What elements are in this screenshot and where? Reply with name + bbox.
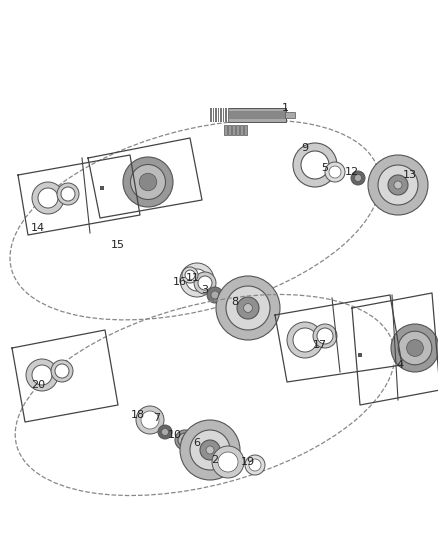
Circle shape [212, 446, 244, 478]
Circle shape [61, 187, 75, 201]
Circle shape [178, 433, 192, 447]
Circle shape [136, 406, 164, 434]
Circle shape [131, 165, 166, 199]
Bar [210, 108, 212, 122]
Circle shape [190, 430, 230, 470]
Text: 15: 15 [111, 240, 125, 250]
Circle shape [32, 365, 52, 385]
Circle shape [329, 166, 341, 178]
Text: 5: 5 [321, 163, 328, 173]
Circle shape [123, 157, 173, 207]
Text: 12: 12 [345, 167, 359, 177]
Circle shape [237, 297, 259, 319]
Circle shape [162, 429, 169, 435]
Bar [223, 108, 224, 122]
Circle shape [368, 155, 428, 215]
Bar [232, 125, 235, 135]
Text: 1: 1 [282, 103, 289, 113]
Bar [285, 112, 295, 118]
Circle shape [32, 182, 64, 214]
Circle shape [180, 263, 214, 297]
Text: 17: 17 [313, 340, 327, 350]
Circle shape [354, 174, 361, 182]
Text: 11: 11 [186, 273, 200, 283]
Circle shape [287, 322, 323, 358]
Bar [225, 108, 226, 122]
Bar [224, 125, 227, 135]
Bar [218, 108, 219, 122]
Circle shape [180, 420, 240, 480]
Circle shape [158, 425, 172, 439]
Circle shape [378, 165, 418, 205]
Circle shape [301, 151, 329, 179]
Circle shape [317, 328, 333, 344]
Circle shape [244, 304, 252, 312]
Circle shape [175, 430, 195, 450]
Bar [215, 108, 216, 122]
Text: 9: 9 [301, 143, 308, 153]
Circle shape [57, 183, 79, 205]
Text: 13: 13 [403, 170, 417, 180]
Bar [358, 353, 362, 357]
Bar [212, 108, 214, 122]
Circle shape [181, 437, 188, 443]
Circle shape [141, 411, 159, 429]
Bar [244, 125, 247, 135]
Text: 4: 4 [396, 360, 403, 370]
Circle shape [313, 324, 337, 348]
Bar [100, 186, 104, 190]
Circle shape [218, 452, 238, 472]
Circle shape [394, 181, 402, 189]
Circle shape [55, 364, 69, 378]
Bar [227, 108, 229, 122]
Bar [236, 125, 239, 135]
Bar [220, 108, 222, 122]
Text: 10: 10 [168, 430, 182, 440]
Circle shape [293, 143, 337, 187]
Text: 14: 14 [31, 223, 45, 233]
Circle shape [207, 287, 223, 303]
Circle shape [249, 459, 261, 471]
Bar [228, 125, 231, 135]
Circle shape [51, 360, 73, 382]
Circle shape [216, 276, 280, 340]
Circle shape [406, 340, 424, 357]
Circle shape [182, 267, 198, 283]
Circle shape [194, 272, 216, 294]
Circle shape [391, 324, 438, 372]
Text: 7: 7 [153, 413, 161, 423]
Circle shape [186, 269, 208, 291]
Circle shape [351, 171, 365, 185]
Text: 20: 20 [31, 380, 45, 390]
Circle shape [293, 328, 317, 352]
Bar [240, 125, 243, 135]
Text: 18: 18 [131, 410, 145, 420]
Circle shape [325, 162, 345, 182]
Circle shape [26, 359, 58, 391]
Text: 8: 8 [231, 297, 239, 307]
Text: 3: 3 [201, 285, 208, 295]
Circle shape [211, 291, 219, 299]
Circle shape [398, 331, 432, 365]
Circle shape [185, 270, 195, 280]
Circle shape [198, 276, 212, 290]
Bar [228, 108, 286, 122]
Circle shape [38, 188, 58, 208]
Text: 16: 16 [173, 277, 187, 287]
Circle shape [139, 173, 157, 191]
Circle shape [200, 440, 220, 460]
Text: 6: 6 [194, 438, 201, 448]
Circle shape [206, 446, 214, 454]
Bar [228, 111, 286, 119]
Circle shape [226, 286, 270, 330]
Text: 19: 19 [241, 457, 255, 467]
Text: 2: 2 [212, 455, 219, 465]
Circle shape [388, 175, 408, 195]
Circle shape [245, 455, 265, 475]
